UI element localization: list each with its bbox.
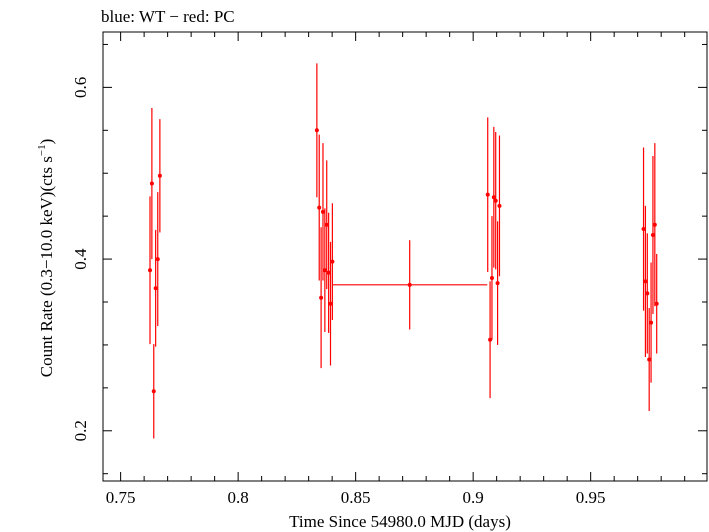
point-marker	[328, 301, 333, 306]
data-point	[319, 227, 324, 369]
x-axis-label: Time Since 54980.0 MJD (days)	[289, 512, 511, 531]
data-point	[322, 208, 327, 333]
data-point	[155, 192, 160, 327]
data-points	[148, 63, 659, 439]
data-point	[643, 205, 648, 357]
data-point	[317, 134, 322, 281]
data-point	[148, 196, 153, 345]
data-point	[645, 233, 650, 354]
point-marker	[647, 357, 652, 362]
data-point	[493, 132, 498, 270]
point-marker	[314, 128, 319, 133]
data-point	[650, 156, 655, 315]
point-marker	[330, 259, 335, 264]
y-axis-label-main: Count Rate (0.3−10.0 keV)(cts s	[37, 156, 56, 377]
data-point	[497, 135, 502, 277]
y-axis-label: Count Rate (0.3−10.0 keV)(cts s−1)	[36, 139, 56, 378]
data-point	[647, 308, 652, 412]
y-tick-label: 0.2	[71, 420, 90, 441]
chart-title: blue: WT − red: PC	[101, 7, 235, 26]
data-point	[314, 63, 319, 198]
y-tick-label: 0.6	[71, 77, 90, 98]
data-point	[151, 344, 156, 439]
data-point	[485, 117, 490, 272]
point-marker	[641, 227, 646, 232]
point-marker	[650, 233, 655, 238]
x-tick-label: 0.85	[341, 488, 371, 507]
y-tick-label: 0.4	[71, 248, 90, 270]
point-marker	[493, 198, 498, 203]
point-marker	[654, 301, 659, 306]
data-point	[495, 221, 500, 345]
data-point	[149, 107, 154, 260]
point-marker	[326, 270, 331, 275]
point-marker	[407, 282, 412, 287]
data-point	[488, 281, 493, 399]
data-point	[649, 262, 654, 383]
plot-frame	[102, 31, 708, 482]
point-marker	[491, 195, 496, 200]
data-point	[654, 253, 659, 354]
data-point	[320, 143, 325, 281]
x-tick-label: 0.8	[228, 488, 249, 507]
point-marker	[497, 203, 502, 208]
point-marker	[488, 337, 493, 342]
data-point	[332, 240, 488, 330]
point-marker	[153, 286, 158, 291]
data-point	[491, 126, 496, 268]
point-marker	[155, 257, 160, 262]
data-point	[153, 229, 158, 347]
x-tick-label: 0.75	[106, 488, 136, 507]
point-marker	[485, 192, 490, 197]
data-point	[652, 143, 657, 307]
point-marker	[489, 275, 494, 280]
point-marker	[495, 281, 500, 286]
data-point	[330, 203, 335, 321]
x-tick-label: 0.95	[576, 488, 606, 507]
point-marker	[148, 268, 153, 273]
point-marker	[151, 389, 156, 394]
point-marker	[157, 173, 162, 178]
point-marker	[645, 291, 650, 296]
point-marker	[652, 222, 657, 227]
data-point	[328, 241, 333, 366]
axis-ticks: 0.75 0.8 0.85 0.9 0.95 0.2 0.4 0.6	[71, 32, 707, 507]
y-axis-label-exponent: −1	[36, 144, 48, 156]
point-marker	[649, 320, 654, 325]
data-point	[489, 216, 494, 340]
x-tick-label: 0.9	[463, 488, 484, 507]
data-point	[324, 160, 329, 290]
point-marker	[317, 205, 322, 210]
y-axis-label-close: )	[37, 139, 56, 145]
point-marker	[319, 295, 324, 300]
data-point	[157, 119, 162, 233]
point-marker	[643, 279, 648, 284]
point-marker	[322, 268, 327, 273]
point-marker	[324, 222, 329, 227]
data-point	[641, 147, 646, 311]
point-marker	[149, 181, 154, 186]
point-marker	[320, 209, 325, 214]
data-point	[326, 212, 331, 333]
